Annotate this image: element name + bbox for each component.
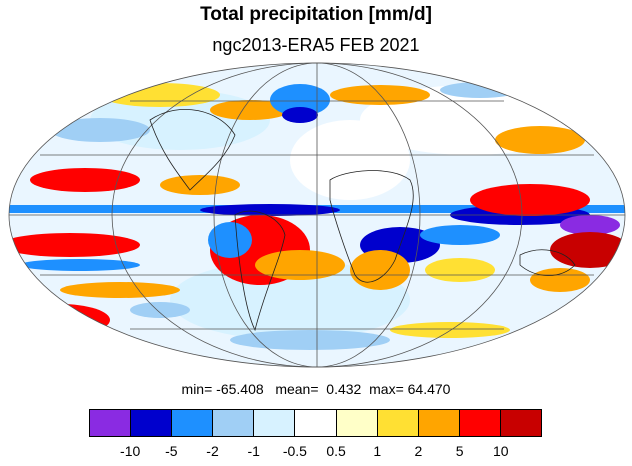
max-label: max= bbox=[369, 381, 404, 397]
graticule bbox=[8, 62, 626, 368]
coastlines bbox=[149, 108, 576, 332]
colorbar-cell bbox=[213, 410, 255, 436]
stats-line: min= -65.408 mean= 0.432 max= 64.470 bbox=[0, 381, 632, 397]
colorbar-cell bbox=[172, 410, 214, 436]
plot-subtitle: ngc2013-ERA5 FEB 2021 bbox=[212, 35, 420, 55]
plot-title: Total precipitation [mm/d] bbox=[200, 4, 432, 25]
colorbar-tick-label: 10 bbox=[493, 443, 509, 459]
colorbar-cell bbox=[459, 410, 501, 436]
colorbar-cell bbox=[254, 410, 296, 436]
colorbar bbox=[89, 409, 542, 437]
colorbar-cell bbox=[336, 410, 378, 436]
colorbar-cell bbox=[90, 410, 132, 436]
colorbar-cell bbox=[131, 410, 173, 436]
colorbar-ticks: -10 -5 -2 -1 -0.5 0.5 1 2 5 10 bbox=[89, 443, 542, 461]
colorbar-cell bbox=[377, 410, 419, 436]
mean-label: mean= bbox=[275, 381, 319, 397]
colorbar-cell bbox=[295, 410, 337, 436]
min-label: min= bbox=[181, 381, 213, 397]
max-value: 64.470 bbox=[407, 381, 451, 397]
mean-value: 0.432 bbox=[326, 381, 362, 397]
colorbar-tick-label: -10 bbox=[120, 443, 141, 459]
colorbar-tick-label: 2 bbox=[414, 443, 423, 459]
colorbar-tick-label: -2 bbox=[206, 443, 219, 459]
colorbar-tick-label: -0.5 bbox=[282, 443, 307, 459]
colorbar-tick-label: 0.5 bbox=[326, 443, 346, 459]
colorbar-cell bbox=[500, 410, 542, 436]
min-value: -65.408 bbox=[216, 381, 264, 397]
colorbar-tick-label: 5 bbox=[455, 443, 464, 459]
colorbar-tick-label: -1 bbox=[247, 443, 260, 459]
colorbar-tick-label: -5 bbox=[165, 443, 178, 459]
colorbar-tick-label: 1 bbox=[373, 443, 382, 459]
colorbar-cell bbox=[418, 410, 460, 436]
